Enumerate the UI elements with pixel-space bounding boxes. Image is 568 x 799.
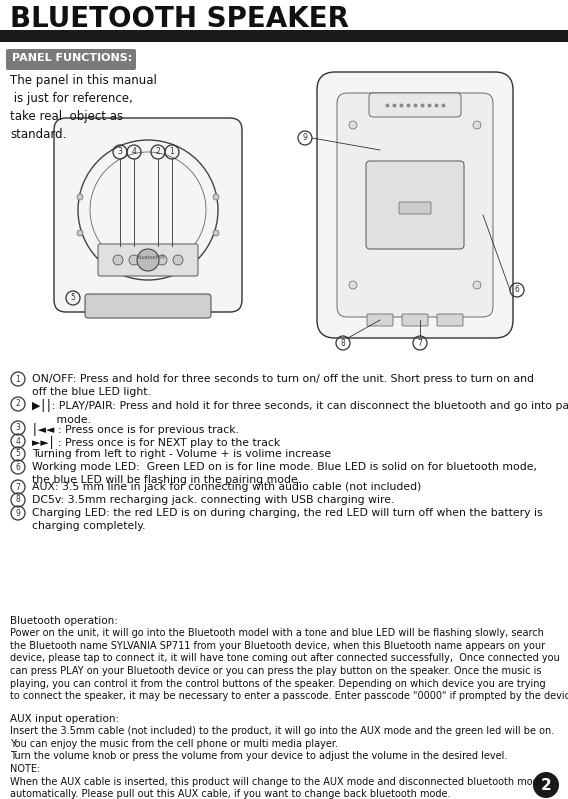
Circle shape [77,230,83,236]
Text: 5: 5 [15,450,20,459]
Circle shape [77,194,83,200]
Circle shape [213,194,219,200]
FancyBboxPatch shape [369,93,461,117]
Text: 5: 5 [70,293,76,303]
Text: BLUETOOTH SPEAKER: BLUETOOTH SPEAKER [10,5,349,33]
Text: 8: 8 [341,339,345,348]
Text: Turning from left to right - Volume + is volime increase: Turning from left to right - Volume + is… [32,449,331,459]
Text: 6: 6 [515,285,520,295]
Circle shape [137,249,159,271]
Text: 9: 9 [15,508,20,518]
Text: 7: 7 [15,483,20,491]
Text: ⎮◄◄ : Press once is for previous track.: ⎮◄◄ : Press once is for previous track. [32,423,239,436]
Text: Bluetooth operation:: Bluetooth operation: [10,616,118,626]
FancyBboxPatch shape [367,314,393,326]
Text: ON/OFF: Press and hold for three seconds to turn on/ off the unit. Short press t: ON/OFF: Press and hold for three seconds… [32,374,534,397]
Text: DC5v: 3.5mm recharging jack. connecting with USB charging wire.: DC5v: 3.5mm recharging jack. connecting … [32,495,394,505]
FancyBboxPatch shape [366,161,464,249]
Circle shape [157,255,167,265]
Text: 1: 1 [170,148,174,157]
Text: 1: 1 [16,375,20,384]
Text: bluetooth®: bluetooth® [138,255,166,260]
FancyBboxPatch shape [54,118,242,312]
Text: Charging LED: the red LED is on during charging, the red LED will turn off when : Charging LED: the red LED is on during c… [32,508,542,531]
Text: 2: 2 [156,148,160,157]
FancyBboxPatch shape [98,244,198,276]
Text: 2: 2 [541,777,552,793]
FancyBboxPatch shape [337,93,493,317]
Circle shape [349,121,357,129]
Text: 4: 4 [15,436,20,446]
Text: 4: 4 [132,148,136,157]
Text: Power on the unit, it will go into the Bluetooth model with a tone and blue LED : Power on the unit, it will go into the B… [10,628,568,702]
FancyBboxPatch shape [399,202,431,214]
FancyBboxPatch shape [6,49,136,70]
Text: The panel in this manual
 is just for reference,
take real  object as
standard.: The panel in this manual is just for ref… [10,74,157,141]
Circle shape [473,281,481,289]
Circle shape [533,772,559,798]
Text: Working mode LED:  Green LED on is for line mode. Blue LED is solid on for bluet: Working mode LED: Green LED on is for li… [32,462,537,485]
Circle shape [213,230,219,236]
Text: ▶⎮⎮: PLAY/PAIR: Press and hold it for three seconds, it can disconnect the bluet: ▶⎮⎮: PLAY/PAIR: Press and hold it for th… [32,399,568,425]
Text: 8: 8 [16,495,20,504]
Circle shape [349,281,357,289]
FancyBboxPatch shape [85,294,211,318]
Text: 6: 6 [15,463,20,471]
Text: Insert the 3.5mm cable (not included) to the product, it will go into the AUX mo: Insert the 3.5mm cable (not included) to… [10,726,554,799]
Text: 3: 3 [118,148,123,157]
Circle shape [129,255,139,265]
FancyBboxPatch shape [402,314,428,326]
Text: PANEL FUNCTIONS:: PANEL FUNCTIONS: [12,53,132,63]
Text: 9: 9 [303,133,307,142]
Circle shape [473,121,481,129]
Circle shape [113,255,123,265]
Circle shape [173,255,183,265]
Text: 3: 3 [15,423,20,432]
Text: 2: 2 [16,400,20,408]
Bar [0,30,568,42]
Text: 7: 7 [417,339,423,348]
FancyBboxPatch shape [317,72,513,338]
Text: ►►⎮ : Press once is for NEXT play to the track: ►►⎮ : Press once is for NEXT play to the… [32,436,280,449]
FancyBboxPatch shape [437,314,463,326]
Text: AUX: 3.5 mm line in jack for connecting with audio cable (not included): AUX: 3.5 mm line in jack for connecting … [32,482,421,492]
Text: AUX input operation:: AUX input operation: [10,714,119,724]
